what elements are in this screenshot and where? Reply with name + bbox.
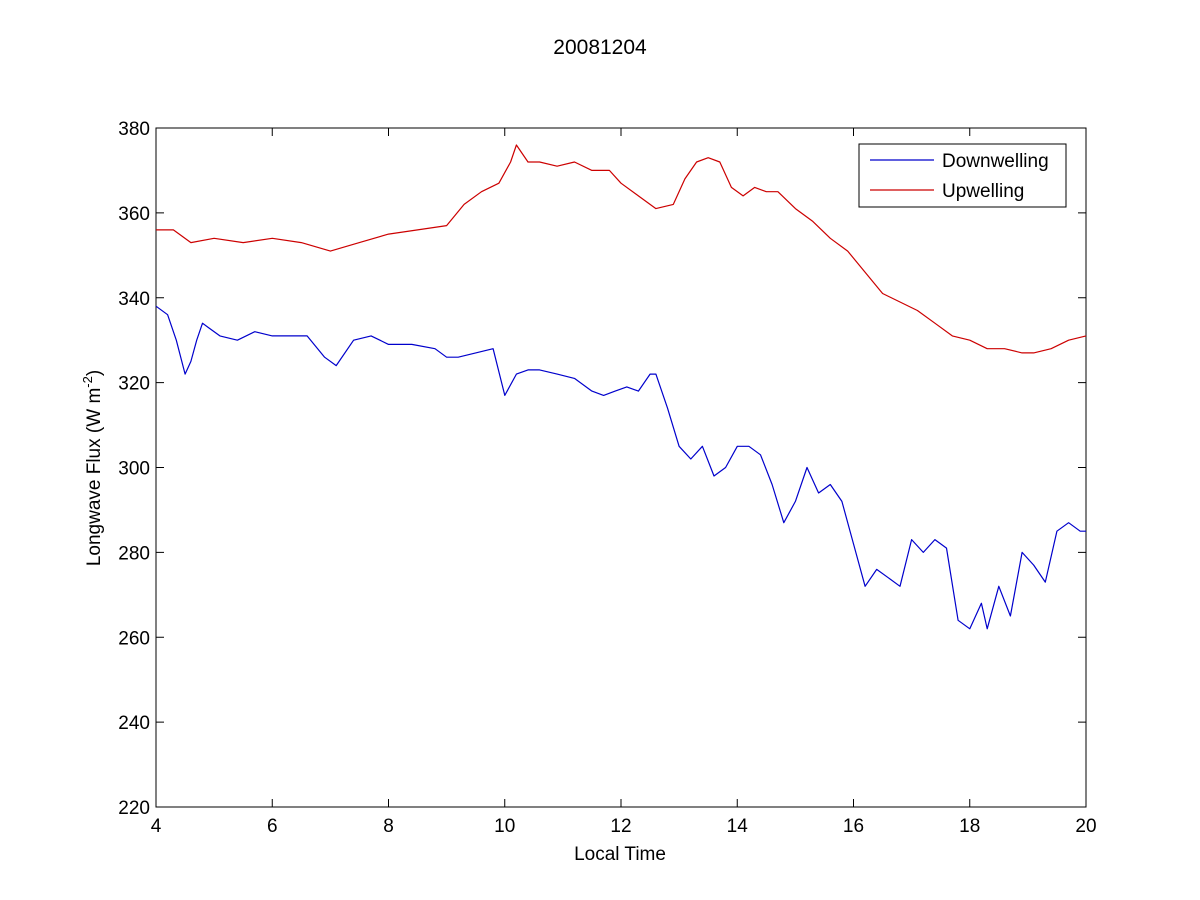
x-tick-label: 18: [959, 816, 980, 837]
legend-box: [858, 143, 1067, 208]
y-axis-ticks: 220 240 260 280 300 320 340 360 380: [118, 119, 1086, 819]
y-tick-label: 240: [118, 713, 150, 734]
x-tick-label: 6: [267, 816, 278, 837]
legend-label-downwelling: Downwelling: [942, 151, 1049, 172]
legend-label-upwelling: Upwelling: [942, 181, 1024, 202]
legend: Downwelling Upwelling: [858, 143, 1067, 208]
x-tick-label: 12: [610, 816, 631, 837]
y-tick-label: 280: [118, 543, 150, 564]
y-tick-label: 220: [118, 798, 150, 819]
y-tick-label: 320: [118, 374, 150, 395]
y-tick-label: 340: [118, 289, 150, 310]
y-axis-label: Longwave Flux (W m-2): [80, 370, 105, 566]
chart-title: 20081204: [553, 36, 647, 59]
y-axis-label-superscript: -2: [80, 376, 95, 388]
y-axis-label-suffix: ): [84, 370, 105, 376]
x-tick-label: 10: [494, 816, 515, 837]
series-line-downwelling: [155, 305, 1086, 630]
x-tick-label: 8: [383, 816, 394, 837]
series-line-upwelling: [156, 144, 1087, 354]
plot-area: 4 6 8 10 12 14 16 18 20 220 240 260 280 300 320 340 360…: [118, 119, 1096, 837]
x-tick-label: 14: [727, 816, 749, 837]
y-tick-label: 380: [118, 119, 150, 140]
y-axis-label-main: Longwave Flux (W m: [84, 388, 105, 566]
x-tick-label: 16: [843, 816, 864, 837]
x-axis-label: Local Time: [574, 844, 666, 865]
y-tick-label: 260: [118, 628, 150, 649]
x-tick-label: 4: [151, 816, 162, 837]
y-tick-label: 360: [118, 204, 150, 225]
axes-box: [155, 127, 1087, 808]
y-tick-label: 300: [118, 459, 150, 480]
x-axis-ticks: 4 6 8 10 12 14 16 18 20: [151, 128, 1097, 837]
series-layer: [155, 144, 1087, 630]
x-tick-label: 20: [1075, 816, 1096, 837]
